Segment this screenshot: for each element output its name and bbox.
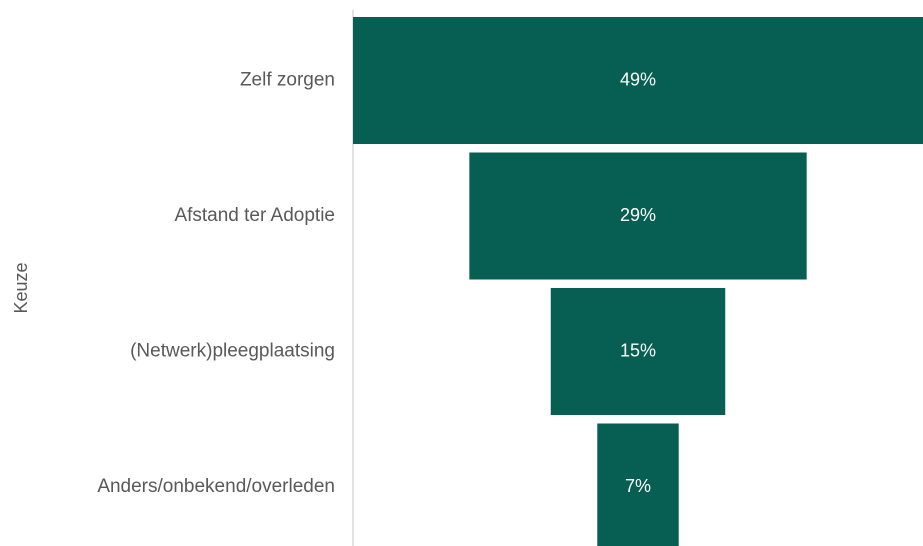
data-label: 29% [620,205,656,225]
funnel-bar [353,17,923,144]
category-label: Afstand ter Adoptie [174,205,335,226]
funnel-bar [597,423,679,546]
funnel-bar [469,152,807,280]
data-label: 49% [620,69,656,89]
data-label: 7% [625,476,651,496]
funnel-bar [550,288,726,415]
y-axis-label: Keuze [11,262,31,313]
category-label: Zelf zorgen [240,70,335,91]
category-label: (Netwerk)pleegplaatsing [130,341,335,362]
category-label: Anders/onbekend/overleden [97,476,335,497]
data-label: 15% [620,340,656,360]
